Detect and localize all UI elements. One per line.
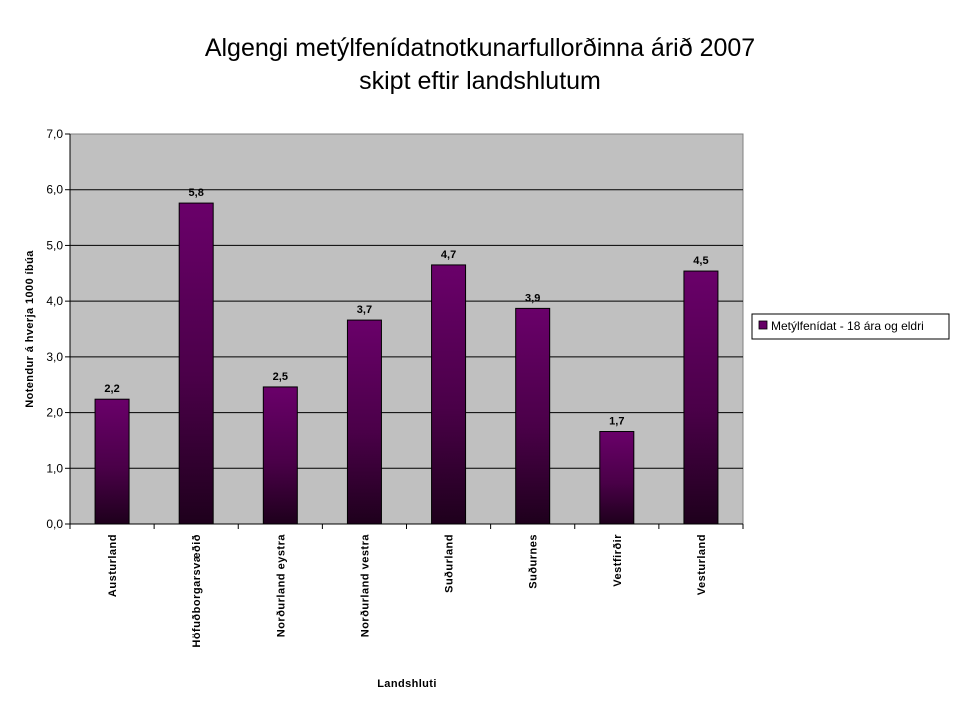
y-tick-label: 5,0 [46,238,63,252]
chart-title: Algengi metýlfenídatnotkunarfullorðinna … [205,34,755,95]
chart-title-line-2: skipt eftir landshlutum [359,67,601,95]
data-label: 2,2 [104,383,119,395]
legend-entry: Metýlfenídat - 18 ára og eldri [771,319,924,333]
data-label: 4,5 [693,255,708,267]
y-tick-label: 3,0 [46,350,63,364]
x-category-label: Höfuðborgarsvæðið [191,534,203,648]
bar [515,307,551,525]
y-axis-label: Notendur á hverja 1000 íbúa [24,250,36,408]
x-category-label: Vestfirðir [612,534,624,587]
bar [346,319,382,525]
y-tick-label: 0,0 [46,517,63,531]
data-label: 2,5 [273,371,288,383]
y-tick-label: 4,0 [46,294,63,308]
bar [683,270,719,525]
bar [178,202,214,525]
x-category-label: Suðurland [444,534,456,593]
legend: Metýlfenídat - 18 ára og eldri [751,313,950,340]
x-category-label: Norðurland vestra [359,534,371,638]
data-label: 4,7 [441,249,456,261]
y-tick-label: 7,0 [46,127,63,141]
data-label: 3,9 [525,292,540,304]
bar [262,386,298,525]
x-category-label: Norðurland eystra [275,534,287,638]
legend-box [751,313,950,340]
bar [94,398,130,525]
x-category-label: Vesturland [696,534,708,595]
data-labels: 2,2 5,8 2,5 3,7 4,7 3,9 1,7 4,5 [104,187,708,427]
bar [599,431,635,525]
data-label: 5,8 [189,187,204,199]
bar [431,264,467,525]
x-axis-categories: Austurland Höfuðborgarsvæðið Norðurland ey… [69,524,744,648]
y-axis-ticks: 0,0 1,0 2,0 3,0 4,0 5,0 6,0 7,0 [46,127,70,531]
legend-swatch [758,320,768,330]
x-category-label: Suðurnes [528,534,540,589]
bars [94,202,719,525]
plot-area [69,133,744,525]
y-tick-label: 1,0 [46,461,63,475]
data-label: 1,7 [609,416,624,428]
x-axis-label: Landshluti [377,678,437,690]
data-label: 3,7 [357,304,372,316]
chart-title-line-1: Algengi metýlfenídatnotkunarfullorðinna … [205,34,755,62]
y-tick-label: 6,0 [46,183,63,197]
x-category-label: Austurland [107,534,119,597]
y-tick-label: 2,0 [46,406,63,420]
